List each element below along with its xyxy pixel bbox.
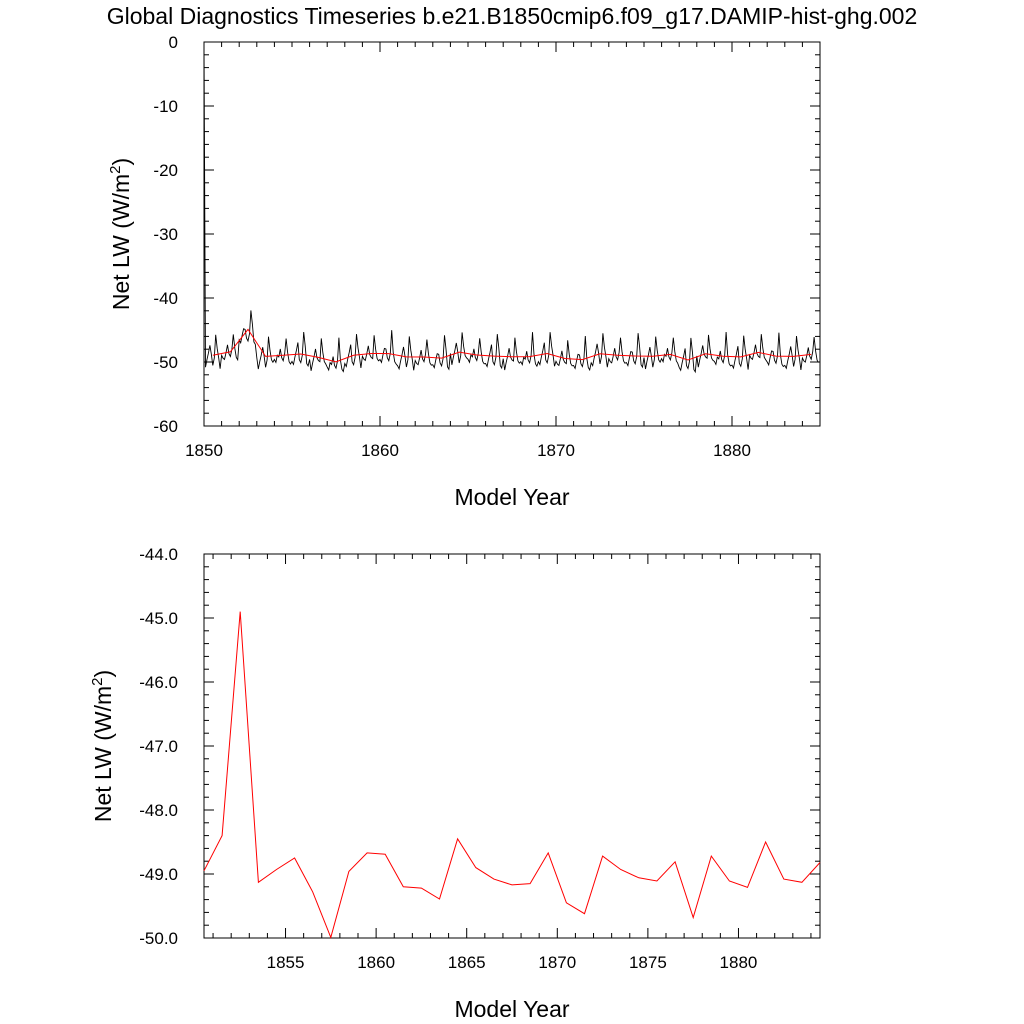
top-y-tick-label: -20 [153,161,178,180]
top-y-tick-label: -30 [153,225,178,244]
bottom-x-tick-label: 1855 [267,953,305,972]
bottom-y-tick-label: -48.0 [139,801,178,820]
bottom-panel: 1855 1860 1865 1870 1875 1880 -44.0 -45.0 -46.0… [89,545,821,1022]
top-x-tick-label: 1870 [537,441,575,460]
bottom-series-group [203,611,821,939]
figure-title: Global Diagnostics Timeseries b.e21.B185… [107,3,918,29]
top-y-tick-label: -40 [153,289,178,308]
bottom-y-tick-label: -45.0 [139,609,178,628]
bottom-x-tick-label: 1865 [448,953,486,972]
top-plot-frame [203,41,821,427]
bottom-x-tick-label: 1880 [720,953,758,972]
top-x-tick-label: 1850 [185,441,223,460]
top-minor-ticks [204,41,821,427]
bottom-y-label-sup: 2 [89,678,106,686]
bottom-y-tick-label: -46.0 [139,673,178,692]
top-x-tick-label: 1860 [361,441,399,460]
top-monthly-series-line [203,41,819,374]
bottom-plot-frame [203,553,821,939]
bottom-x-tick-label: 1860 [357,953,395,972]
top-y-ticks: 0 -10 -20 -30 -40 -50 -60 [153,33,820,436]
bottom-y-tick-label: -50.0 [139,929,178,948]
top-y-tick-label: -60 [153,417,178,436]
bottom-y-tick-label: -44.0 [139,545,178,564]
top-panel: 1850 1860 1870 1880 0 -10 -20 -30 -40 -50 -60 Mod… [107,33,821,510]
bottom-minor-ticks [204,553,820,939]
bottom-x-axis-label: Model Year [454,996,569,1022]
bottom-y-label-main: Net LW (W/m [90,686,116,822]
bottom-y-tick-label: -47.0 [139,737,178,756]
top-x-ticks: 1850 1860 1870 1880 [185,42,751,460]
top-y-tick-label: 0 [169,33,178,52]
bottom-y-ticks: -44.0 -45.0 -46.0 -47.0 -48.0 -49.0 -50.0 [139,545,820,948]
bottom-y-tick-label: -49.0 [139,865,178,884]
top-y-axis-label: Net LW (W/m2) [107,158,134,310]
bottom-x-ticks: 1855 1860 1865 1870 1875 1880 [267,554,758,972]
bottom-annual-series-line [203,611,821,939]
top-y-label-main: Net LW (W/m [108,174,134,310]
top-y-tick-label: -50 [153,353,178,372]
bottom-x-tick-label: 1875 [629,953,667,972]
bottom-x-tick-label: 1870 [538,953,576,972]
top-y-label-sup: 2 [107,166,124,174]
top-y-label-end: ) [108,158,134,166]
top-y-tick-label: -10 [153,97,178,116]
top-annual-series-line [212,328,812,363]
bottom-y-axis-label: Net LW (W/m2) [89,670,116,822]
top-x-tick-label: 1880 [713,441,751,460]
bottom-y-label-end: ) [90,670,116,678]
top-series-group [203,41,819,374]
top-x-axis-label: Model Year [454,484,569,510]
